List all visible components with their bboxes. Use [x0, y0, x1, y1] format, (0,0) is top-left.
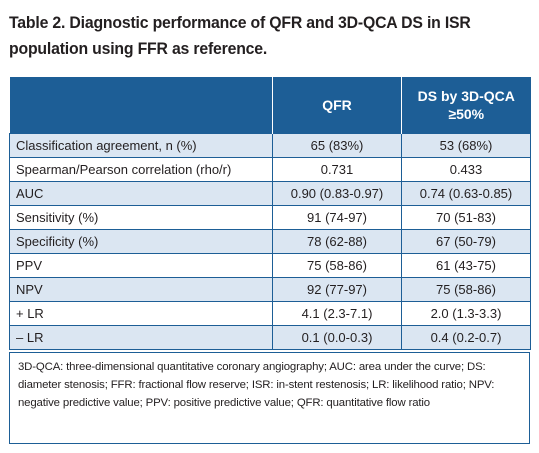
- ds-value: 75 (58-86): [401, 277, 531, 302]
- table-row: Spearman/Pearson correlation (rho/r) 0.7…: [9, 157, 531, 182]
- ds-value: 0.74 (0.63-0.85): [401, 181, 531, 206]
- qfr-value: 0.90 (0.83-0.97): [272, 181, 402, 206]
- ds-value: 2.0 (1.3-3.3): [401, 301, 531, 326]
- qfr-value: 91 (74-97): [272, 205, 402, 230]
- header-cell-ds: DS by 3D-QCA ≥50%: [401, 77, 531, 134]
- table-row: PPV 75 (58-86) 61 (43-75): [9, 253, 531, 278]
- row-label: Sensitivity (%): [9, 205, 273, 230]
- table-row: NPV 92 (77-97) 75 (58-86): [9, 277, 531, 302]
- table-caption: Table 2. Diagnostic performance of QFR a…: [9, 10, 493, 62]
- row-label: NPV: [9, 277, 273, 302]
- ds-value: 70 (51-83): [401, 205, 531, 230]
- ds-value: 67 (50-79): [401, 229, 531, 254]
- header-ds-line-2: ≥50%: [448, 106, 485, 122]
- ds-value: 0.433: [401, 157, 531, 182]
- table-row: Sensitivity (%) 91 (74-97) 70 (51-83): [9, 205, 531, 230]
- table-row: Classification agreement, n (%) 65 (83%)…: [9, 133, 531, 158]
- table-footnote: 3D-QCA: three-dimensional quantitative c…: [9, 352, 530, 444]
- row-label: Spearman/Pearson correlation (rho/r): [9, 157, 273, 182]
- qfr-value: 78 (62-88): [272, 229, 402, 254]
- diagnostic-performance-table: QFR DS by 3D-QCA ≥50% Classification agr…: [9, 77, 531, 350]
- row-label: Specificity (%): [9, 229, 273, 254]
- row-label: – LR: [9, 325, 273, 350]
- header-ds-line-1: DS by 3D-QCA: [417, 88, 515, 104]
- table-row: Specificity (%) 78 (62-88) 67 (50-79): [9, 229, 531, 254]
- header-cell-empty: [9, 77, 273, 134]
- qfr-value: 75 (58-86): [272, 253, 402, 278]
- caption-line-2: population using FFR as reference.: [9, 39, 268, 58]
- ds-value: 61 (43-75): [401, 253, 531, 278]
- table-container: QFR DS by 3D-QCA ≥50% Classification agr…: [9, 77, 531, 350]
- qfr-value: 92 (77-97): [272, 277, 402, 302]
- qfr-value: 0.1 (0.0-0.3): [272, 325, 402, 350]
- caption-line-1: Table 2. Diagnostic performance of QFR a…: [9, 13, 471, 32]
- table-row: – LR 0.1 (0.0-0.3) 0.4 (0.2-0.7): [9, 325, 531, 350]
- qfr-value: 4.1 (2.3-7.1): [272, 301, 402, 326]
- ds-value: 53 (68%): [401, 133, 531, 158]
- table-row: + LR 4.1 (2.3-7.1) 2.0 (1.3-3.3): [9, 301, 531, 326]
- row-label: + LR: [9, 301, 273, 326]
- header-cell-qfr: QFR: [272, 77, 402, 134]
- qfr-value: 65 (83%): [272, 133, 402, 158]
- table-row: AUC 0.90 (0.83-0.97) 0.74 (0.63-0.85): [9, 181, 531, 206]
- row-label: Classification agreement, n (%): [9, 133, 273, 158]
- row-label: AUC: [9, 181, 273, 206]
- table-header-row: QFR DS by 3D-QCA ≥50%: [9, 77, 531, 134]
- row-label: PPV: [9, 253, 273, 278]
- qfr-value: 0.731: [272, 157, 402, 182]
- ds-value: 0.4 (0.2-0.7): [401, 325, 531, 350]
